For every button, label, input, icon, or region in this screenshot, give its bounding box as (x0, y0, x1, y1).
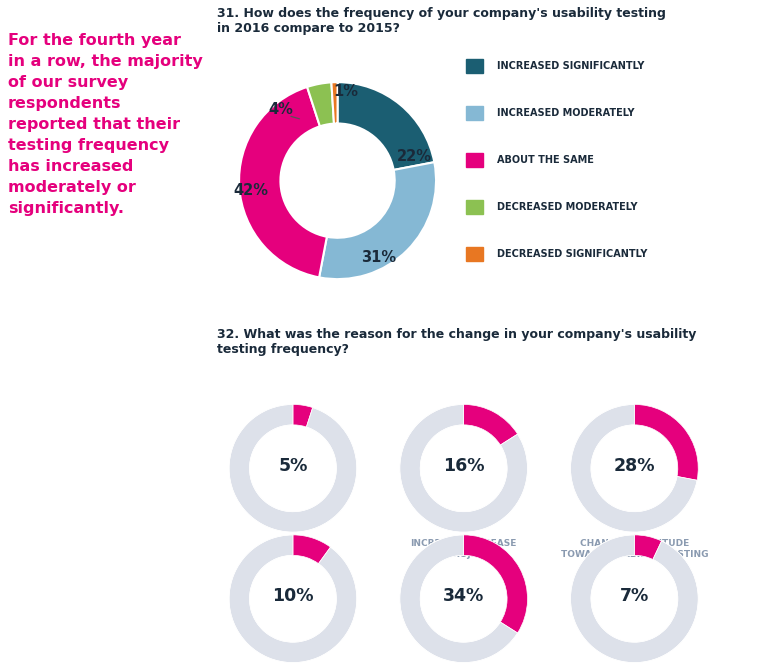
Text: For the fourth year
in a row, the majority
of our survey
respondents
reported th: For the fourth year in a row, the majori… (8, 33, 203, 217)
Text: 31%: 31% (362, 250, 397, 265)
Wedge shape (338, 82, 435, 170)
Text: INCREASED MODERATELY: INCREASED MODERATELY (497, 108, 634, 118)
Text: 1%: 1% (333, 84, 358, 100)
Text: 28%: 28% (614, 457, 655, 475)
Text: DECREASED MODERATELY: DECREASED MODERATELY (497, 202, 637, 212)
Wedge shape (307, 82, 334, 126)
Bar (466, 153, 483, 167)
Wedge shape (570, 405, 698, 532)
Text: 34%: 34% (443, 587, 484, 605)
Text: 32. What was the reason for the change in your company's usability
testing frequ: 32. What was the reason for the change i… (217, 328, 697, 356)
Wedge shape (463, 535, 528, 633)
Wedge shape (293, 535, 331, 563)
Text: 4%: 4% (268, 102, 293, 117)
Wedge shape (229, 405, 357, 532)
Wedge shape (400, 535, 528, 662)
Wedge shape (319, 162, 436, 279)
Text: INCREASE/DECREASE
IN PROJECTS: INCREASE/DECREASE IN PROJECTS (411, 539, 517, 559)
Text: CHANGE IN ATTITUDE
TOWARD USABILITY TESTING: CHANGE IN ATTITUDE TOWARD USABILITY TEST… (560, 539, 708, 559)
Text: 22%: 22% (397, 149, 432, 163)
Bar (466, 106, 483, 120)
Wedge shape (463, 405, 518, 445)
Wedge shape (229, 535, 357, 662)
Text: 10%: 10% (272, 587, 314, 605)
Text: INCREASED SIGNIFICANTLY: INCREASED SIGNIFICANTLY (497, 62, 644, 71)
Text: 16%: 16% (443, 457, 484, 475)
Wedge shape (293, 405, 313, 427)
Wedge shape (239, 87, 327, 278)
Text: 31. How does the frequency of your company's usability testing
in 2016 compare t: 31. How does the frequency of your compa… (217, 7, 666, 35)
Wedge shape (634, 405, 698, 480)
Bar (466, 59, 483, 74)
Wedge shape (634, 535, 662, 559)
Wedge shape (331, 82, 338, 124)
Text: ABOUT THE SAME: ABOUT THE SAME (497, 155, 594, 165)
Bar (466, 248, 483, 262)
Text: BUDGET: BUDGET (272, 539, 314, 547)
Wedge shape (570, 535, 698, 662)
Text: 7%: 7% (620, 587, 649, 605)
Text: DECREASED SIGNIFICANTLY: DECREASED SIGNIFICANTLY (497, 250, 647, 260)
Text: 42%: 42% (234, 183, 268, 198)
Text: 5%: 5% (279, 457, 307, 475)
Wedge shape (400, 405, 528, 532)
Bar (466, 200, 483, 215)
